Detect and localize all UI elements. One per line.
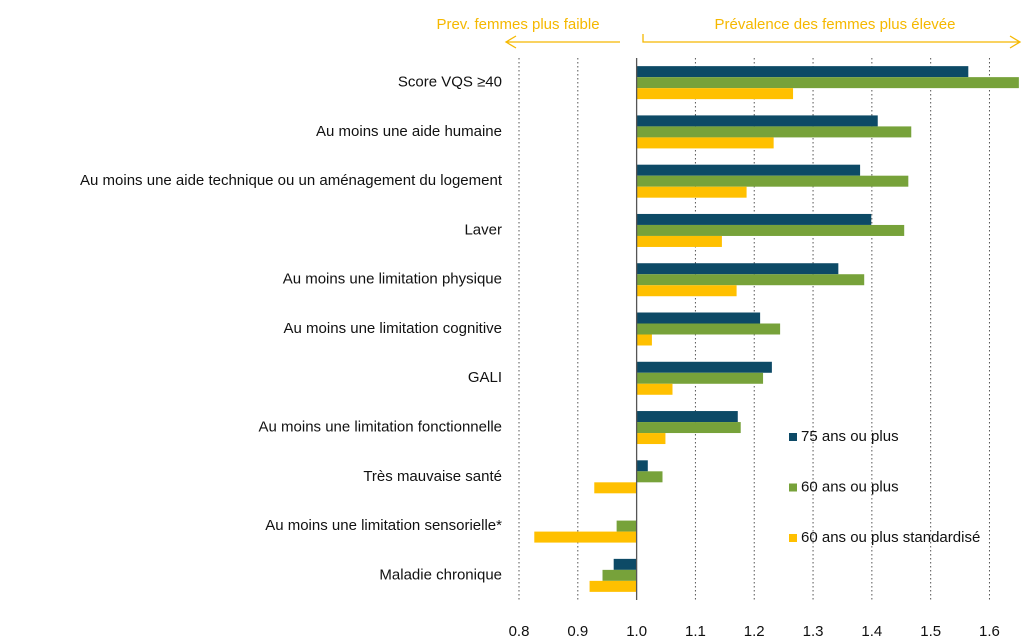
bar: [636, 88, 794, 100]
x-tick-label: 0.8: [509, 623, 530, 640]
bar: [613, 558, 637, 570]
bar: [636, 323, 781, 335]
arrow-right: [642, 34, 1022, 49]
bar: [602, 569, 637, 581]
bar: [636, 471, 663, 483]
x-tick-label: 1.1: [685, 623, 706, 640]
bar: [636, 411, 738, 423]
category-label: Laver: [464, 221, 502, 238]
bar: [636, 164, 861, 176]
x-tick-label: 1.3: [803, 623, 824, 640]
category-label: Au moins une aide technique ou un aménag…: [80, 172, 503, 189]
legend-swatch: [789, 534, 797, 542]
category-label: Au moins une limitation cognitive: [284, 320, 502, 337]
bar: [594, 482, 637, 494]
category-label: Très mauvaise santé: [363, 468, 502, 485]
bar: [616, 520, 637, 532]
bar: [636, 115, 878, 127]
bar: [589, 580, 637, 592]
x-tick-label: 1.6: [979, 623, 1000, 640]
bar: [636, 285, 737, 297]
category-label: Au moins une limitation sensorielle*: [265, 517, 502, 534]
bar: [636, 77, 1019, 89]
bar: [636, 460, 648, 472]
bar: [636, 372, 764, 384]
bar: [636, 175, 909, 187]
category-label: Au moins une limitation physique: [283, 271, 502, 288]
bar: [636, 383, 673, 395]
bar: [636, 274, 865, 286]
bar: [636, 213, 872, 225]
bar: [636, 422, 741, 434]
legend-label: 60 ans ou plus: [801, 478, 899, 495]
bar: [636, 433, 666, 445]
bar: [636, 186, 747, 198]
x-tick-label: 1.4: [861, 623, 882, 640]
annotation-arrows: [504, 34, 1022, 49]
bar: [534, 531, 637, 543]
annotation: Prévalence des femmes plus élevée: [715, 16, 956, 33]
arrow-left: [504, 35, 620, 49]
x-tick-label: 1.2: [744, 623, 765, 640]
x-tick-label: 1.0: [626, 623, 647, 640]
bar: [636, 66, 969, 78]
legend-swatch: [789, 483, 797, 492]
bar: [636, 126, 912, 138]
bar: [636, 312, 761, 324]
bar: [636, 334, 652, 346]
bar: [636, 235, 722, 247]
legend-label: 60 ans ou plus standardisé: [801, 529, 980, 546]
bar: [636, 263, 839, 275]
x-tick-label: 1.5: [920, 623, 941, 640]
x-tick-label: 0.9: [567, 623, 588, 640]
annotation: Prev. femmes plus faible: [436, 16, 599, 33]
bar: [636, 137, 774, 149]
legend-label: 75 ans ou plus: [801, 428, 899, 445]
bar: [636, 361, 772, 373]
category-label: GALI: [468, 369, 502, 386]
legend-swatch: [789, 433, 797, 441]
category-label: Score VQS ≥40: [398, 74, 502, 91]
category-label: Maladie chronique: [379, 566, 502, 583]
category-label: Au moins une limitation fonctionnelle: [259, 419, 502, 436]
bar: [636, 224, 905, 236]
category-label: Au moins une aide humaine: [316, 123, 502, 140]
